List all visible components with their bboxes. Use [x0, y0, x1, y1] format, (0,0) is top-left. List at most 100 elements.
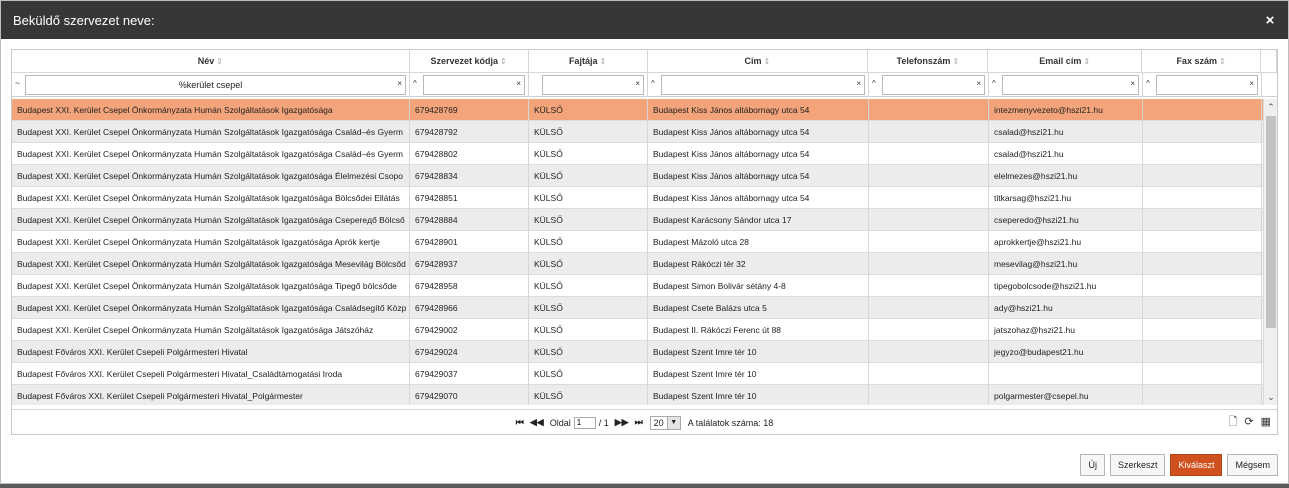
column-header[interactable]: Cím ⇕	[648, 50, 869, 72]
filter-cell: ~×	[12, 73, 410, 97]
close-icon[interactable]: ×	[1265, 11, 1275, 29]
filter-input[interactable]	[1002, 75, 1139, 95]
clear-filter-icon[interactable]: ×	[856, 79, 861, 88]
scroll-down-icon[interactable]: ⌄	[1267, 392, 1275, 402]
column-header[interactable]: Fax szám ⇕	[1142, 50, 1262, 72]
clear-filter-icon[interactable]: ×	[516, 79, 521, 88]
filter-input[interactable]	[661, 75, 865, 95]
table-row[interactable]: Budapest XXI. Kerület Csepel Önkormányza…	[12, 253, 1263, 275]
sort-icon[interactable]: ⇕	[952, 56, 960, 66]
scroll-up-icon[interactable]: ⌃	[1267, 102, 1275, 112]
table-row[interactable]: Budapest XXI. Kerület Csepel Önkormányza…	[12, 209, 1263, 231]
table-cell: KÜLSŐ	[529, 187, 648, 208]
sort-icon[interactable]: ⇕	[216, 56, 223, 66]
table-cell: Budapest Kiss János altábornagy utca 54	[648, 99, 869, 120]
table-row[interactable]: Budapest XXI. Kerület Csepel Önkormányza…	[12, 231, 1263, 253]
last-page-icon[interactable]: ⏭	[634, 417, 643, 427]
table-cell: KÜLSŐ	[529, 231, 648, 252]
table-cell	[1143, 209, 1262, 230]
filter-operator[interactable]: ~	[15, 79, 20, 88]
filter-input[interactable]	[423, 75, 525, 95]
filter-input[interactable]	[882, 75, 985, 95]
pager: ⏮ ◀◀ Oldal / 1 ▶▶ ⏭ 20 ▼ A találatok szá…	[12, 409, 1277, 435]
filter-input[interactable]	[542, 75, 644, 95]
table-row[interactable]: Budapest XXI. Kerület Csepel Önkormányza…	[12, 187, 1263, 209]
table-cell: Budapest XXI. Kerület Csepel Önkormányza…	[12, 99, 410, 120]
table-cell: jatszohaz@hszi21.hu	[989, 319, 1143, 340]
filter-operator[interactable]: ^	[1146, 79, 1150, 88]
clear-filter-icon[interactable]: ×	[976, 79, 981, 88]
table-cell: Budapest Mázoló utca 28	[648, 231, 869, 252]
clear-filter-icon[interactable]: ×	[635, 79, 640, 88]
filter-input[interactable]	[25, 75, 406, 95]
column-header[interactable]: Telefonszám ⇕	[868, 50, 989, 72]
prev-page-icon[interactable]: ◀◀	[529, 417, 544, 427]
table-row[interactable]: Budapest XXI. Kerület Csepel Önkormányza…	[12, 297, 1263, 319]
next-page-icon[interactable]: ▶▶	[614, 417, 629, 427]
table-row[interactable]: Budapest XXI. Kerület Csepel Önkormányza…	[12, 275, 1263, 297]
table-cell: 679429024	[410, 341, 529, 362]
table-cell	[1143, 385, 1262, 405]
table-cell	[1143, 363, 1262, 384]
table-cell: Budapest XXI. Kerület Csepel Önkormányza…	[12, 319, 410, 340]
edit-button[interactable]: Szerkeszt	[1109, 454, 1166, 476]
select-button[interactable]: Kiválaszt	[1170, 454, 1223, 476]
export-document-icon[interactable]: 🗋	[1228, 416, 1238, 428]
column-header-label: Telefonszám	[896, 56, 951, 66]
sort-icon[interactable]: ⇕	[763, 56, 771, 66]
table-row[interactable]: Budapest Főváros XXI. Kerület Csepeli Po…	[12, 341, 1263, 363]
filter-operator[interactable]: ^	[651, 79, 655, 88]
page-input[interactable]	[573, 416, 596, 429]
clear-filter-icon[interactable]: ×	[397, 79, 402, 88]
table-cell	[1143, 341, 1262, 362]
table-row[interactable]: Budapest Főváros XXI. Kerület Csepeli Po…	[12, 363, 1263, 385]
table-row[interactable]: Budapest XXI. Kerület Csepel Önkormányza…	[12, 165, 1263, 187]
filter-operator[interactable]: ^	[992, 79, 996, 88]
clear-filter-icon[interactable]: ×	[1249, 79, 1254, 88]
column-header[interactable]: Fajtája ⇕	[529, 50, 648, 72]
new-button[interactable]: Új	[1080, 454, 1105, 476]
table-cell	[1143, 99, 1262, 120]
table-cell: Budapest Kiss János altábornagy utca 54	[648, 121, 869, 142]
table-row[interactable]: Budapest XXI. Kerület Csepel Önkormányza…	[12, 319, 1263, 341]
column-header[interactable]: Szervezet kódja ⇕	[410, 50, 529, 72]
filter-cell: ^ ×	[869, 73, 989, 97]
sort-icon[interactable]: ⇕	[599, 56, 607, 66]
refresh-icon[interactable]: ⟳	[1244, 416, 1254, 428]
table-cell: mesevilag@hszi21.hu	[989, 253, 1143, 274]
table-cell: Budapest Karácsony Sándor utca 17	[648, 209, 869, 230]
sort-icon[interactable]: ⇕	[1083, 56, 1091, 66]
page-size-select[interactable]: 20 ▼	[649, 415, 681, 430]
table-cell	[869, 99, 989, 120]
chevron-down-icon[interactable]: ▼	[666, 416, 680, 429]
table-cell: intezmenyvezeto@hszi21.hu	[989, 99, 1143, 120]
table-cell: Budapest XXI. Kerület Csepel Önkormányza…	[12, 275, 410, 296]
table-cell: 679428966	[410, 297, 529, 318]
table-cell: cseperedo@hszi21.hu	[989, 209, 1143, 230]
table-row[interactable]: Budapest XXI. Kerület Csepel Önkormányza…	[12, 121, 1263, 143]
table-cell	[1143, 187, 1262, 208]
filter-input[interactable]	[1156, 75, 1258, 95]
column-chooser-icon[interactable]: ▦	[1260, 416, 1271, 428]
grid-tools: 🗋 ⟳ ▦	[1229, 416, 1271, 428]
column-header[interactable]: Név ⇕	[12, 50, 410, 72]
table-row[interactable]: Budapest XXI. Kerület Csepel Önkormányza…	[12, 143, 1263, 165]
column-header[interactable]: Email cím ⇕	[988, 50, 1143, 72]
filter-operator[interactable]: ^	[413, 79, 417, 88]
table-cell: Budapest Kiss János altábornagy utca 54	[648, 187, 869, 208]
filter-operator[interactable]: ^	[872, 79, 876, 88]
table-row[interactable]: Budapest XXI. Kerület Csepel Önkormányza…	[12, 99, 1263, 121]
cancel-button[interactable]: Mégsem	[1227, 454, 1278, 476]
table-row[interactable]: Budapest Főváros XXI. Kerület Csepeli Po…	[12, 385, 1263, 405]
scrollbar-thumb[interactable]	[1266, 116, 1276, 328]
sort-icon[interactable]: ⇕	[1218, 56, 1226, 66]
filter-cell: ^ ×	[1143, 73, 1262, 97]
table-cell: Budapest Főváros XXI. Kerület Csepeli Po…	[12, 385, 410, 405]
table-cell	[869, 231, 989, 252]
first-page-icon[interactable]: ⏮	[515, 417, 524, 427]
table-cell: 679428884	[410, 209, 529, 230]
sort-icon[interactable]: ⇕	[500, 56, 507, 66]
vertical-scrollbar[interactable]: ⌃ ⌄	[1263, 99, 1277, 405]
table-cell: KÜLSŐ	[529, 319, 648, 340]
clear-filter-icon[interactable]: ×	[1130, 79, 1135, 88]
